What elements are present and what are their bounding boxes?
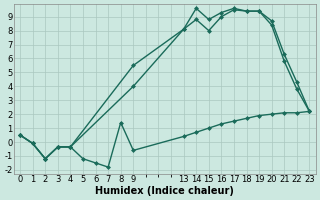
X-axis label: Humidex (Indice chaleur): Humidex (Indice chaleur) [95, 186, 234, 196]
